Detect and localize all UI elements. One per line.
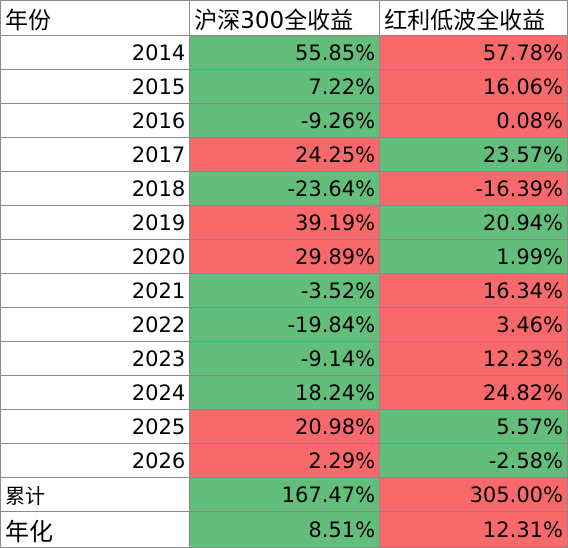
table-row: 2019 39.19% 20.94% [0,205,568,240]
dividend-return-cell[interactable]: 16.06% [379,69,568,104]
dividend-return-cell[interactable]: 1.99% [379,239,568,274]
dividend-return-cell[interactable]: -16.39% [379,171,568,206]
dividend-return-cell[interactable]: -2.58% [379,443,568,478]
dividend-return-cell[interactable]: 5.57% [379,409,568,444]
header-dividend-cell[interactable]: 红利低波全收益 [379,0,568,36]
csi300-return-cell[interactable]: -23.64% [189,171,381,206]
cumulative-label-cell[interactable]: 累计 [0,477,191,512]
csi300-return-cell[interactable]: 39.19% [189,205,381,240]
header-csi300-cell[interactable]: 沪深300全收益 [189,0,381,36]
table-row: 2022 -19.84% 3.46% [0,307,568,342]
year-cell[interactable]: 2015 [0,69,191,104]
year-cell[interactable]: 2023 [0,341,191,376]
csi300-return-cell[interactable]: -3.52% [189,273,381,308]
csi300-return-cell[interactable]: 55.85% [189,35,381,70]
dividend-return-cell[interactable]: 0.08% [379,103,568,138]
csi300-return-cell[interactable]: 24.25% [189,137,381,172]
header-row: 年份 沪深300全收益 红利低波全收益 [0,0,568,36]
csi300-return-cell[interactable]: -9.14% [189,341,381,376]
csi300-return-cell[interactable]: 29.89% [189,239,381,274]
table-row: 2016 -9.26% 0.08% [0,103,568,138]
year-cell[interactable]: 2025 [0,409,191,444]
year-cell[interactable]: 2019 [0,205,191,240]
year-cell[interactable]: 2017 [0,137,191,172]
table-row: 2021 -3.52% 16.34% [0,273,568,308]
cumulative-csi300-cell[interactable]: 167.47% [189,477,381,512]
annualized-row: 年化 8.51% 12.31% [0,511,568,548]
dividend-return-cell[interactable]: 24.82% [379,375,568,410]
dividend-return-cell[interactable]: 16.34% [379,273,568,308]
dividend-return-cell[interactable]: 23.57% [379,137,568,172]
year-cell[interactable]: 2024 [0,375,191,410]
dividend-return-cell[interactable]: 12.23% [379,341,568,376]
annualized-csi300-cell[interactable]: 8.51% [189,511,381,548]
annualized-label-cell[interactable]: 年化 [0,511,191,548]
table-row: 2017 24.25% 23.57% [0,137,568,172]
dividend-return-cell[interactable]: 20.94% [379,205,568,240]
year-cell[interactable]: 2021 [0,273,191,308]
table-row: 2024 18.24% 24.82% [0,375,568,410]
cumulative-row: 累计 167.47% 305.00% [0,477,568,512]
dividend-return-cell[interactable]: 57.78% [379,35,568,70]
table-row: 2025 20.98% 5.57% [0,409,568,444]
csi300-return-cell[interactable]: 18.24% [189,375,381,410]
table-row: 2020 29.89% 1.99% [0,239,568,274]
table-row: 2026 2.29% -2.58% [0,443,568,478]
year-cell[interactable]: 2026 [0,443,191,478]
year-cell[interactable]: 2022 [0,307,191,342]
header-year-cell[interactable]: 年份 [0,0,191,36]
dividend-return-cell[interactable]: 3.46% [379,307,568,342]
table-row: 2015 7.22% 16.06% [0,69,568,104]
csi300-return-cell[interactable]: 20.98% [189,409,381,444]
year-cell[interactable]: 2020 [0,239,191,274]
cumulative-dividend-cell[interactable]: 305.00% [379,477,568,512]
table-row: 2014 55.85% 57.78% [0,35,568,70]
csi300-return-cell[interactable]: 7.22% [189,69,381,104]
year-cell[interactable]: 2018 [0,171,191,206]
csi300-return-cell[interactable]: -9.26% [189,103,381,138]
csi300-return-cell[interactable]: -19.84% [189,307,381,342]
table-row: 2023 -9.14% 12.23% [0,341,568,376]
year-cell[interactable]: 2014 [0,35,191,70]
table-row: 2018 -23.64% -16.39% [0,171,568,206]
year-cell[interactable]: 2016 [0,103,191,138]
csi300-return-cell[interactable]: 2.29% [189,443,381,478]
annualized-dividend-cell[interactable]: 12.31% [379,511,568,548]
